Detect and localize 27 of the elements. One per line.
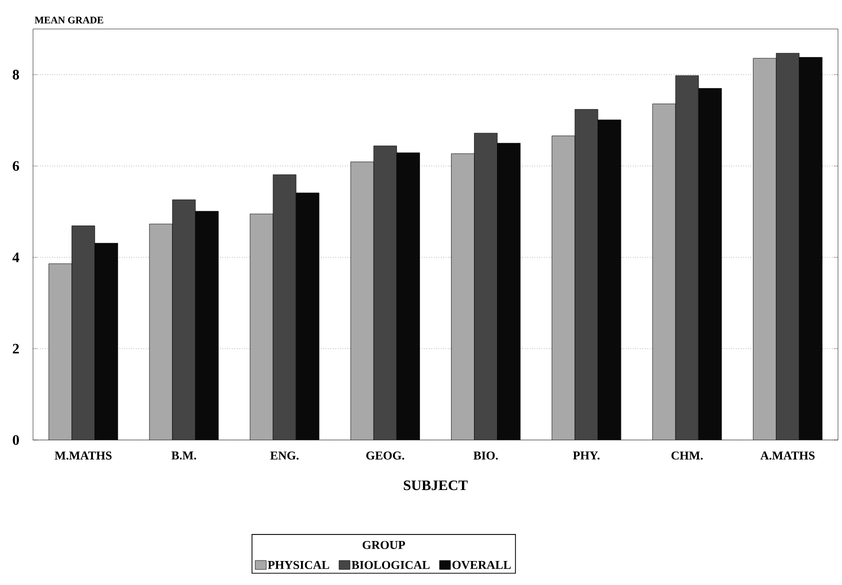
legend-title: GROUP [362,540,406,550]
bar [250,214,274,440]
x-axis-title: SUBJECT [404,480,468,490]
x-tick-label: GEOG. [366,452,404,460]
x-tick-label: B.M. [171,452,196,460]
bar [652,104,676,440]
bar [552,136,576,440]
y-tick-label: 6 [12,161,20,171]
bar [48,264,72,440]
y-axis-title: MEAN GRADE [34,16,104,24]
x-tick-label: CHM. [671,452,703,460]
bar [350,162,374,440]
y-tick-label: 8 [12,70,20,80]
bar [149,224,173,440]
bar [752,58,776,440]
x-tick-label: M.MATHS [54,452,112,460]
x-tick-label: BIO. [474,452,498,460]
legend-label: OVERALL [452,560,511,570]
bar [451,153,475,440]
x-tick-label: A.MATHS [760,452,815,460]
y-tick-label: 2 [12,344,19,354]
x-tick-label: ENG. [270,452,299,460]
legend-label: PHYSICAL [268,560,330,570]
legend-label: BIOLOGICAL [352,560,430,570]
y-tick-label: 0 [12,435,19,445]
x-tick-label: PHY. [573,452,600,460]
y-tick-label: 4 [12,252,20,262]
